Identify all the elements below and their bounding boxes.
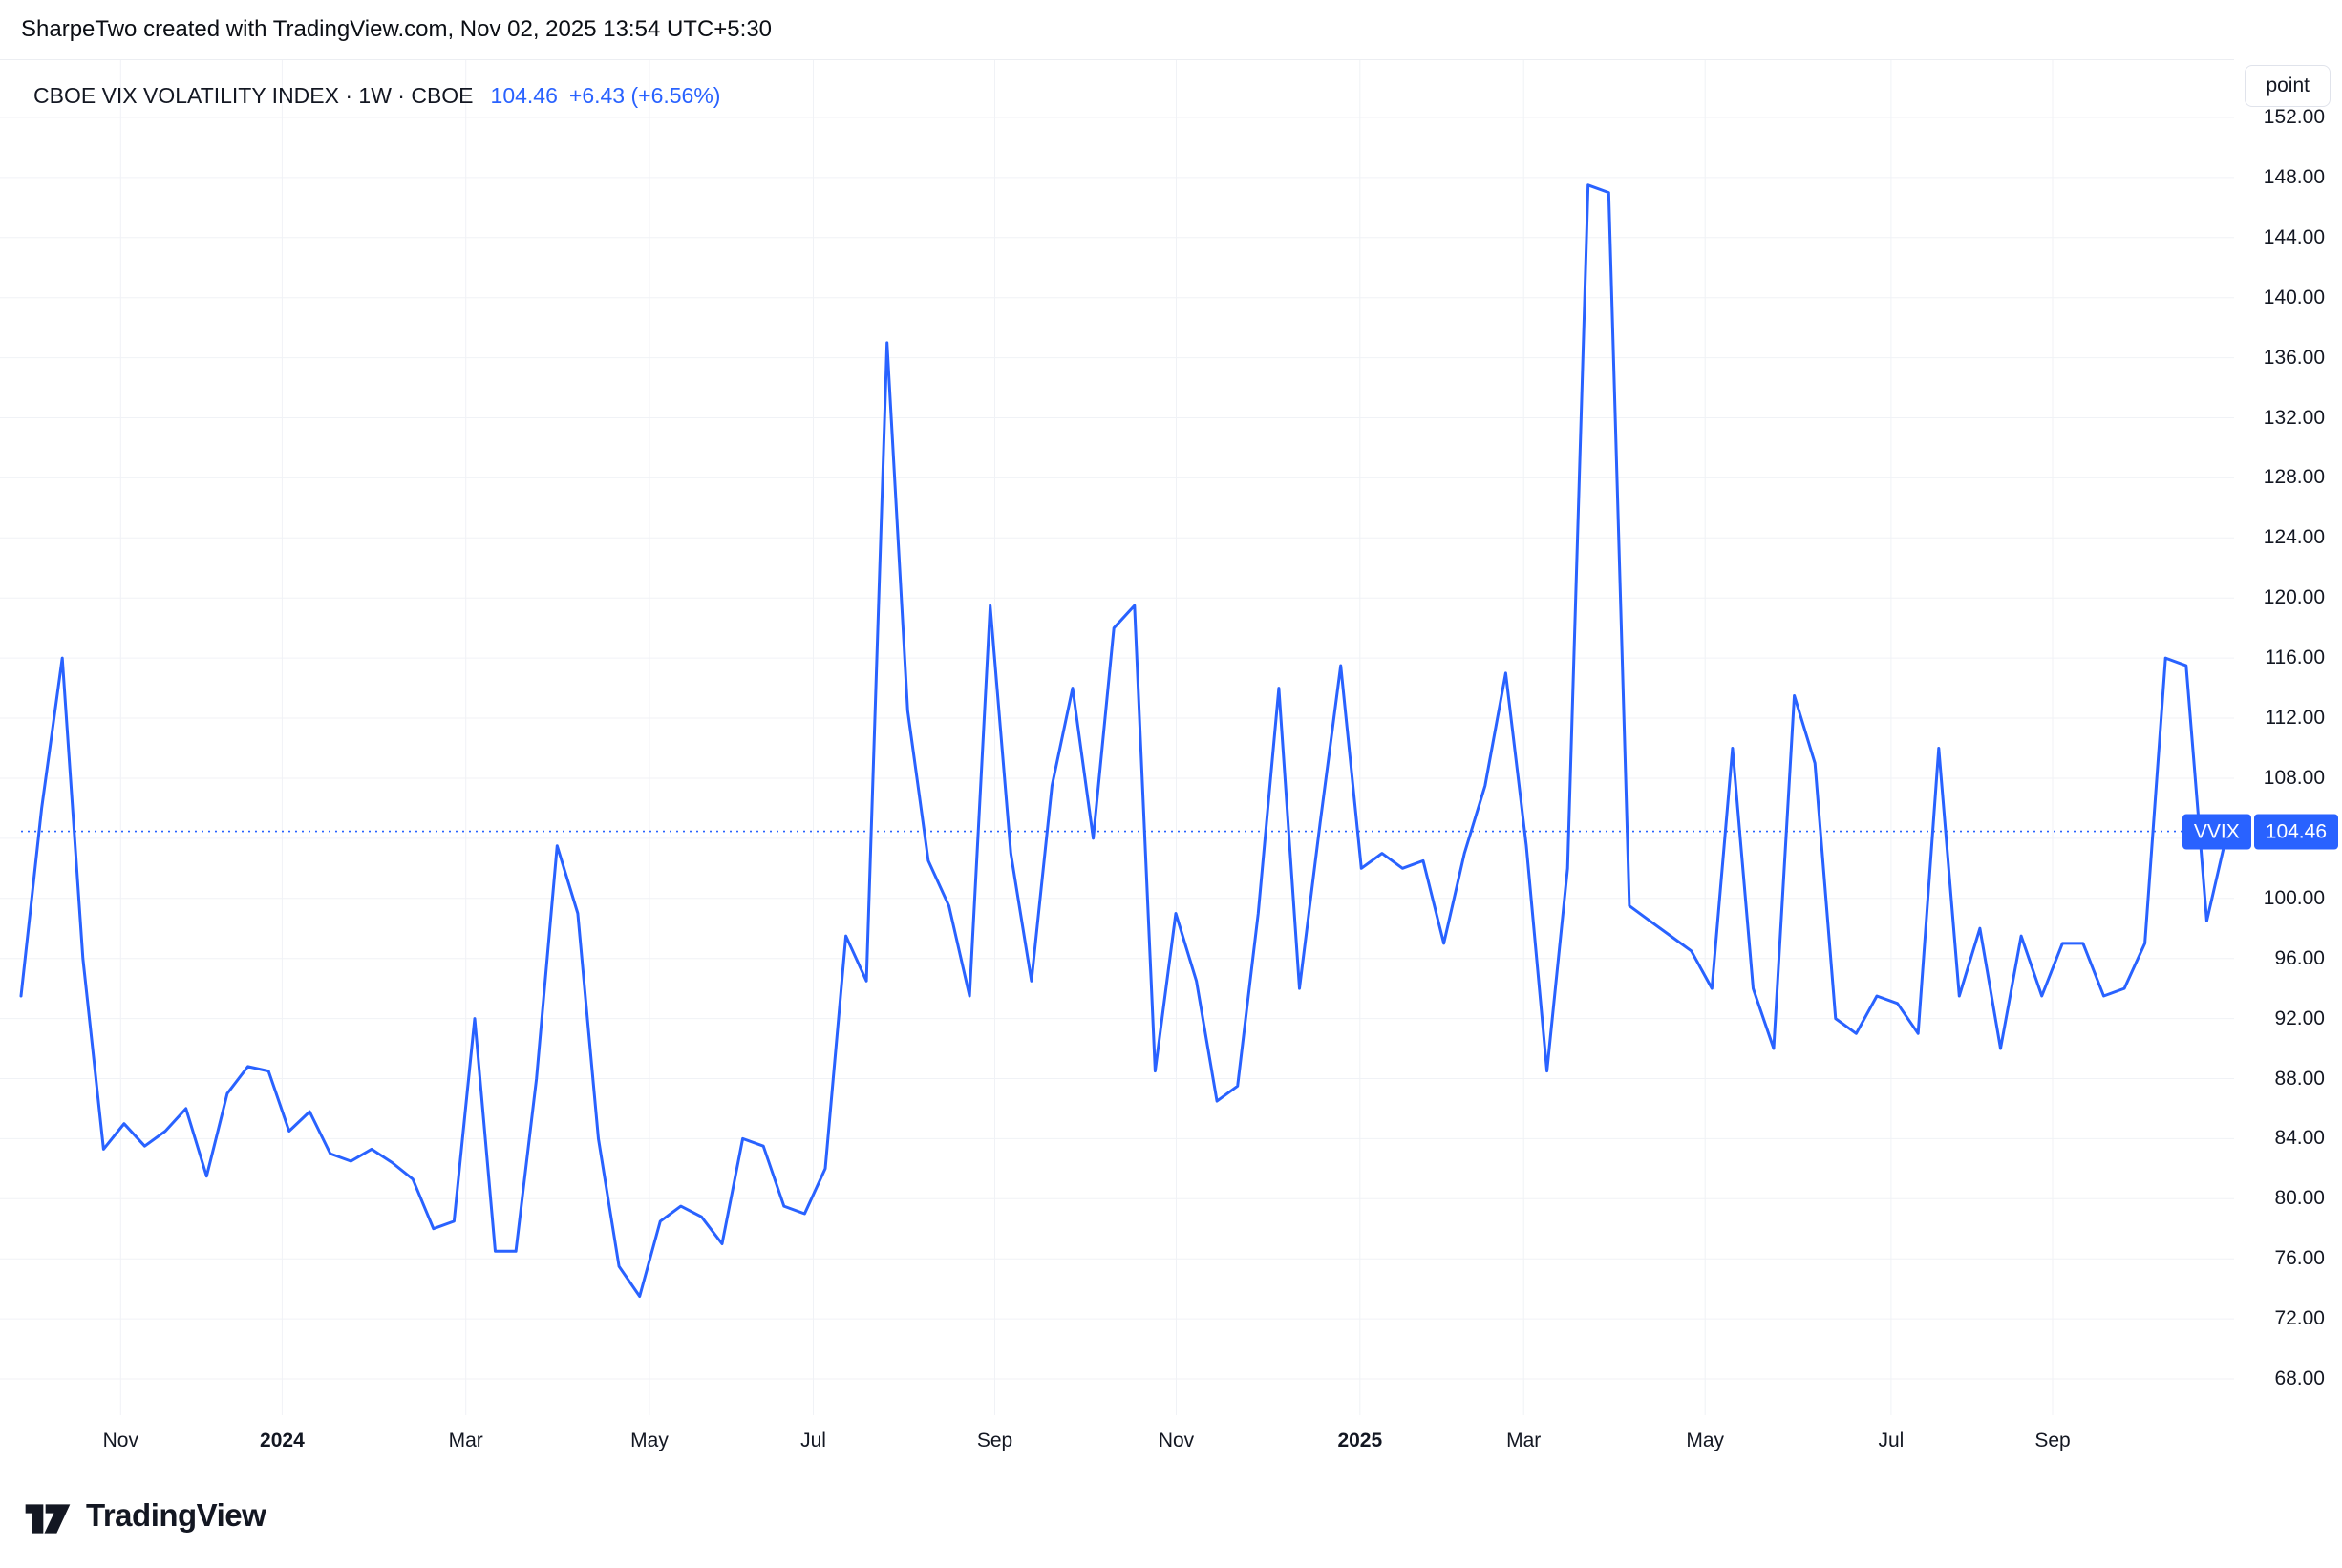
footer: TradingView: [23, 1495, 266, 1536]
price-tick-label: 76.00: [2274, 1247, 2325, 1270]
time-tick-label: Sep: [976, 1430, 1013, 1451]
price-tick-label: 148.00: [2263, 165, 2325, 188]
time-tick-label: Mar: [448, 1430, 483, 1451]
price-tick-label: 132.00: [2263, 406, 2325, 429]
price-tick-label: 144.00: [2263, 225, 2325, 248]
price-tick-label: 84.00: [2274, 1127, 2325, 1150]
time-tick-label: May: [1686, 1430, 1725, 1451]
tradingview-brand-name: TradingView: [86, 1497, 266, 1533]
price-tick-label: 116.00: [2265, 646, 2325, 669]
price-tick-label: 72.00: [2274, 1307, 2325, 1330]
time-scale[interactable]: Nov 2024 Mar May Jul Sep Nov 2025 Mar May Jul Sep: [0, 1416, 2234, 1472]
price-tick-label: 140.00: [2263, 286, 2325, 308]
price-tick-label: 80.00: [2274, 1187, 2325, 1210]
time-tick-label: 2025: [1337, 1430, 1383, 1451]
price-tick-label: 128.00: [2263, 466, 2325, 489]
vvix-symbol-badge: VVIX: [2182, 814, 2251, 850]
price-tick-label: 96.00: [2274, 946, 2325, 969]
last-price-label: VVIX 104.46: [2182, 814, 2338, 850]
grid-lines: [0, 60, 2234, 1415]
price-tick-label: 120.00: [2263, 586, 2325, 609]
symbol-legend: CBOE VIX VOLATILITY INDEX · 1W · CBOE 10…: [33, 83, 720, 109]
price-tick-label: 124.00: [2263, 526, 2325, 549]
price-tick-label: 92.00: [2274, 1006, 2325, 1029]
price-tick-label: 108.00: [2263, 767, 2325, 789]
time-tick-label: Nov: [1158, 1430, 1195, 1451]
last-price-badge: 104.46: [2253, 814, 2338, 850]
tradingview-link[interactable]: TradingView: [23, 1495, 266, 1536]
credit-bar: SharpeTwo created with TradingView.com, …: [0, 0, 2342, 59]
unit-point-button[interactable]: point: [2245, 65, 2331, 107]
time-tick-label: 2024: [260, 1430, 305, 1451]
legend-change: +6.43 (+6.56%): [568, 83, 721, 108]
time-tick-label: Sep: [2034, 1430, 2071, 1451]
legend-last-price: 104.46: [490, 83, 558, 108]
time-tick-label: May: [630, 1430, 669, 1451]
vvix-series-line: [19, 183, 2229, 1298]
price-tick-label: 136.00: [2263, 346, 2325, 369]
price-tick-label: 88.00: [2274, 1067, 2325, 1090]
price-scale[interactable]: 68.00 72.00 76.00 80.00 84.00 88.00 92.00 96.00…: [2234, 60, 2342, 1415]
price-tick-label: 112.00: [2265, 707, 2325, 729]
chart-pane: CBOE VIX VOLATILITY INDEX · 1W · CBOE 10…: [0, 59, 2234, 1416]
credit-text: SharpeTwo created with TradingView.com, …: [21, 16, 773, 42]
price-tick-label: 68.00: [2274, 1367, 2325, 1389]
chart-canvas[interactable]: [0, 60, 2234, 1415]
time-tick-label: Mar: [1506, 1430, 1542, 1451]
time-tick-label: Nov: [102, 1430, 138, 1451]
price-tick-label: 100.00: [2263, 886, 2325, 909]
time-tick-label: Jul: [800, 1430, 826, 1451]
tradingview-logo-icon: [25, 1504, 71, 1534]
time-tick-label: Jul: [1878, 1430, 1905, 1451]
legend-symbol-title[interactable]: CBOE VIX VOLATILITY INDEX · 1W · CBOE: [33, 83, 474, 108]
price-tick-label: 152.00: [2263, 106, 2325, 128]
